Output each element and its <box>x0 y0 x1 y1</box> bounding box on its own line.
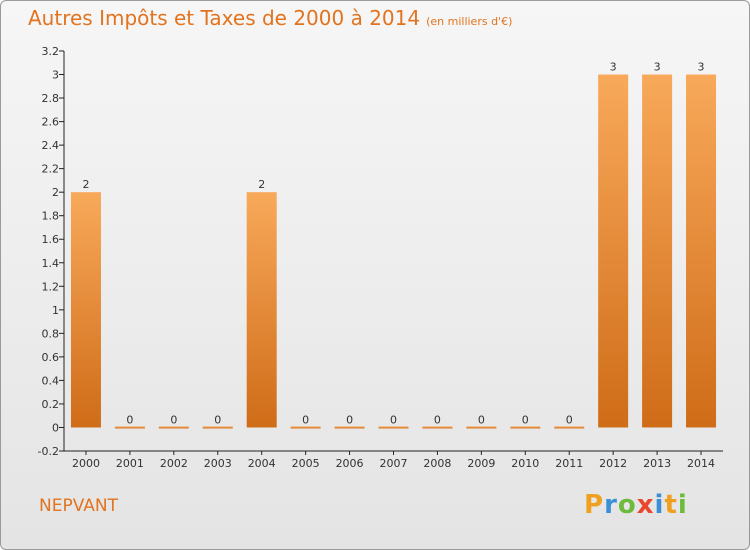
y-tick-label: 2 <box>52 186 59 199</box>
y-tick-label: 2.6 <box>42 116 60 129</box>
x-tick-label: 2006 <box>336 457 364 470</box>
bar-2013 <box>642 74 673 428</box>
data-label-2011: 0 <box>566 413 573 426</box>
y-axis: -0.2 0 0.2 0.4 0.6 0.8 1 1.2 1.4 1.6 1.8 2 2.2 2.4 2.6… <box>38 45 65 458</box>
y-tick-label: 2.8 <box>42 92 60 105</box>
x-tick-label: 2001 <box>116 457 144 470</box>
data-label-2007: 0 <box>390 413 397 426</box>
bar-2014 <box>686 74 717 428</box>
data-label-2013: 3 <box>654 61 661 74</box>
data-labels: 2 0 0 0 2 0 0 0 0 0 0 0 3 3 3 <box>82 61 704 427</box>
y-tick-label: 1.2 <box>42 280 60 293</box>
data-label-2012: 3 <box>610 61 617 74</box>
logo-letter: t <box>664 490 678 520</box>
x-tick-label: 2010 <box>511 457 539 470</box>
data-label-2000: 2 <box>82 178 89 191</box>
logo-letter: r <box>604 490 618 520</box>
x-tick-label: 2013 <box>643 457 671 470</box>
bar-2003 <box>202 426 233 429</box>
data-label-2003: 0 <box>214 413 221 426</box>
bar-2011 <box>554 426 585 429</box>
chart-subtitle: (en milliers d'€) <box>426 15 513 28</box>
y-tick-label: 0.2 <box>42 398 60 411</box>
bar-2006 <box>334 426 365 429</box>
bar-2001 <box>114 426 145 429</box>
x-tick-label: 2012 <box>599 457 627 470</box>
logo-letter: o <box>617 490 637 520</box>
x-tick-label: 2003 <box>204 457 232 470</box>
y-tick-label: 2.2 <box>42 163 60 176</box>
data-label-2004: 2 <box>258 178 265 191</box>
proxiti-logo[interactable]: Proxiti <box>584 490 688 520</box>
bar-2012 <box>598 74 629 428</box>
data-label-2005: 0 <box>302 413 309 426</box>
y-tick-label: 1.4 <box>42 257 60 270</box>
data-label-2008: 0 <box>434 413 441 426</box>
logo-letter: i <box>654 490 665 520</box>
bar-2010 <box>510 426 541 429</box>
x-tick-label: 2008 <box>423 457 451 470</box>
bar-2004 <box>246 192 277 428</box>
y-tick-label: 1 <box>52 304 59 317</box>
bar-2005 <box>290 426 321 429</box>
bars <box>70 74 717 429</box>
data-label-2006: 0 <box>346 413 353 426</box>
bar-2000 <box>70 192 101 428</box>
data-label-2009: 0 <box>478 413 485 426</box>
data-label-2014: 3 <box>698 61 705 74</box>
bar-2008 <box>422 426 453 429</box>
x-tick-label: 2014 <box>687 457 715 470</box>
x-tick-label: 2000 <box>72 457 100 470</box>
data-label-2002: 0 <box>170 413 177 426</box>
y-tick-label: 0.4 <box>42 374 60 387</box>
chart-title: Autres Impôts et Taxes de 2000 à 2014 (en… <box>28 6 512 30</box>
y-tick-label: 0 <box>52 421 59 434</box>
bar-2002 <box>158 426 189 429</box>
bar-2009 <box>466 426 497 429</box>
commune-name: NEPVANT <box>39 496 118 516</box>
y-tick-label: -0.2 <box>38 445 59 458</box>
bar-2007 <box>378 426 409 429</box>
x-tick-label: 2005 <box>292 457 320 470</box>
x-tick-label: 2002 <box>160 457 188 470</box>
y-tick-label: 3 <box>52 69 59 82</box>
y-tick-label: 1.8 <box>42 210 60 223</box>
logo-letter: P <box>584 490 605 520</box>
x-tick-label: 2004 <box>248 457 276 470</box>
y-tick-label: 3.2 <box>42 45 60 58</box>
y-tick-label: 0.6 <box>42 351 60 364</box>
logo-letter: i <box>677 490 688 520</box>
x-tick-label: 2011 <box>555 457 583 470</box>
x-axis: 2000 2001 2002 2003 2004 2005 2006 2007 2008 2009… <box>64 450 723 470</box>
x-tick-label: 2009 <box>467 457 495 470</box>
chart-title-main: Autres Impôts et Taxes de 2000 à 2014 <box>28 6 421 30</box>
y-tick-label: 1.6 <box>42 233 60 246</box>
data-label-2010: 0 <box>522 413 529 426</box>
y-tick-label: 2.4 <box>42 139 60 152</box>
y-tick-label: 0.8 <box>42 327 60 340</box>
data-label-2001: 0 <box>126 413 133 426</box>
logo-letter: x <box>636 490 655 520</box>
x-tick-label: 2007 <box>380 457 408 470</box>
